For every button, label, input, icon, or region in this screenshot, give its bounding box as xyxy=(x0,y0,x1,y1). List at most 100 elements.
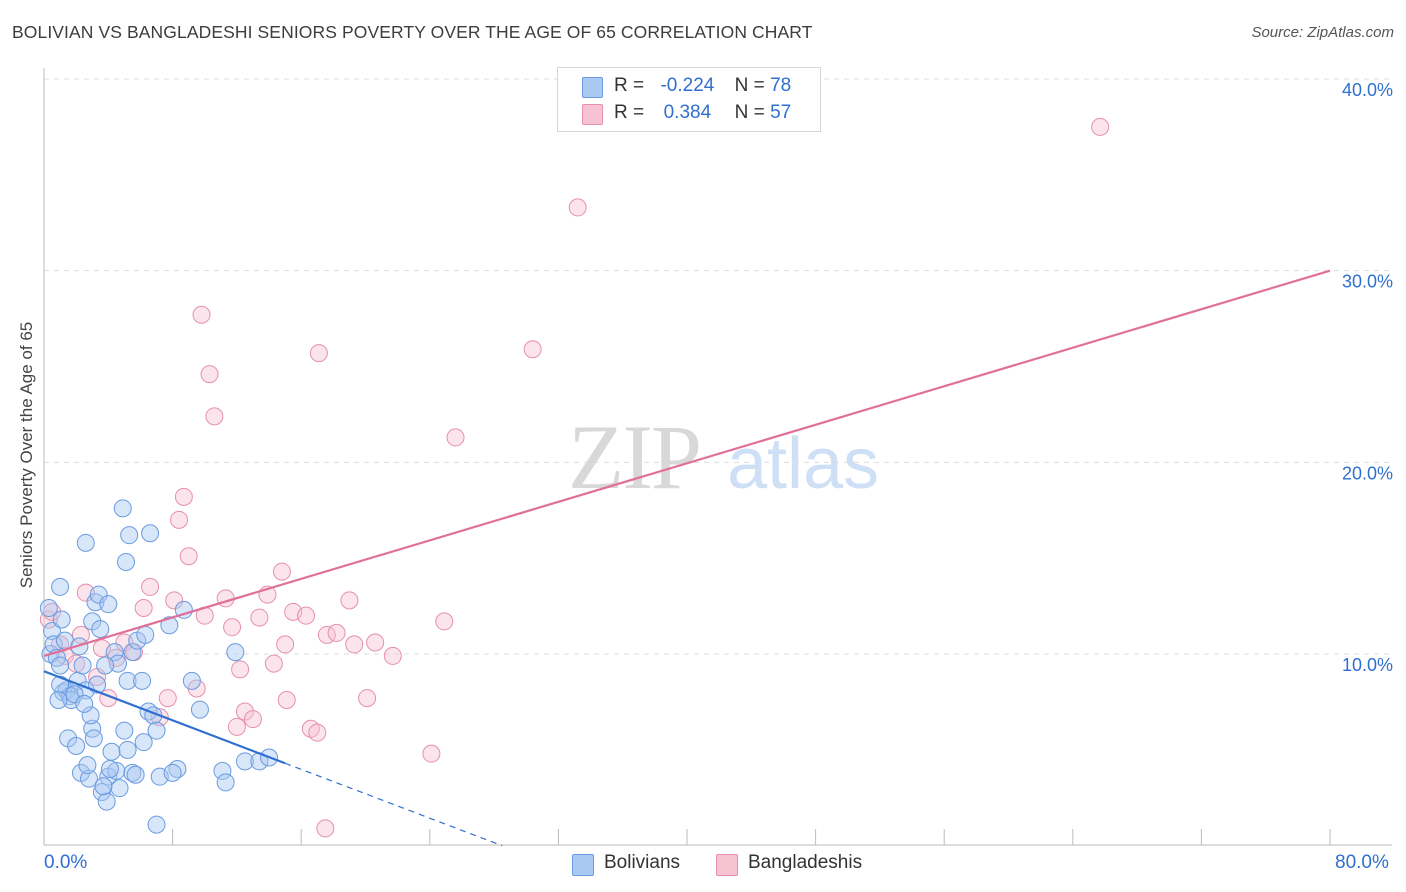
bangladeshis-point xyxy=(71,625,90,644)
bolivians-point xyxy=(67,737,86,755)
bolivians-trend-line xyxy=(43,670,286,765)
legend-text-bolivians: R = -0.224 N = 78 xyxy=(614,75,791,97)
r-value: 0.384 xyxy=(663,102,712,123)
bangladeshis-point xyxy=(327,623,346,642)
watermark: ZIP atlas xyxy=(568,406,879,508)
x-tick-label-min: 0.0% xyxy=(44,852,88,873)
bolivians-point xyxy=(182,671,201,690)
bolivians-point xyxy=(163,763,182,782)
bangladeshis-points xyxy=(39,117,1110,838)
bolivians-point xyxy=(65,685,84,704)
y-tick-labels: 10.0% 20.0% 30.0% 40.0% xyxy=(1342,80,1393,675)
bangladeshis-point xyxy=(174,487,193,506)
bangladeshis-point xyxy=(264,654,283,673)
bangladeshis-point xyxy=(205,407,224,426)
bolivians-point xyxy=(160,616,179,635)
bolivians-point xyxy=(76,533,95,552)
bangladeshis-point xyxy=(340,591,359,610)
bolivians-legend-label: Bolivians xyxy=(604,852,681,873)
bangladeshis-point xyxy=(366,633,385,652)
bangladeshis-point xyxy=(227,717,246,736)
bolivians-point xyxy=(107,761,126,780)
bolivians-point xyxy=(100,760,119,778)
bolivians-point xyxy=(123,643,142,662)
bolivians-point xyxy=(49,691,68,709)
bangladeshis-point xyxy=(158,689,177,708)
legend-text-bangladeshis: R = 0.384 N = 57 xyxy=(614,102,791,124)
bolivians-point xyxy=(73,656,92,675)
bolivians-point xyxy=(96,656,115,675)
source-credit: Source: ZipAtlas.com xyxy=(1251,24,1394,41)
n-value: 78 xyxy=(770,75,792,96)
bangladeshis-point xyxy=(170,510,189,529)
bangladeshis-point xyxy=(179,547,198,566)
bolivians-legend-swatch xyxy=(572,854,594,876)
bolivians-point xyxy=(105,643,124,662)
bolivians-point xyxy=(123,763,142,782)
bangladeshis-point xyxy=(345,635,364,654)
bangladeshis-legend-swatch xyxy=(716,854,738,876)
bolivians-trend-extension xyxy=(284,762,503,847)
r-value: -0.224 xyxy=(660,75,715,96)
bangladeshis-point xyxy=(309,344,328,363)
bolivians-point xyxy=(51,656,70,675)
bolivians-point xyxy=(116,553,135,571)
bolivians-point xyxy=(97,792,116,811)
bolivians-point xyxy=(75,694,94,713)
bangladeshis-point xyxy=(1091,117,1110,136)
bolivians-point xyxy=(51,577,70,596)
bangladeshis-point xyxy=(165,591,184,610)
bangladeshis-legend-label: Bangladeshis xyxy=(748,852,863,873)
bolivians-point xyxy=(80,769,99,788)
bolivians-point xyxy=(190,700,209,719)
n-label: N = xyxy=(734,75,765,96)
bolivians-point xyxy=(126,765,145,784)
bangladeshis-point xyxy=(223,618,242,637)
bangladeshis-point xyxy=(192,305,211,324)
bolivians-point xyxy=(99,595,118,614)
y-tick-label: 30.0% xyxy=(1342,272,1393,292)
bolivians-point xyxy=(52,610,71,629)
bangladeshis-point xyxy=(383,646,402,665)
bolivians-point xyxy=(134,733,153,752)
bolivians-point xyxy=(136,625,155,644)
bolivians-point xyxy=(110,779,129,798)
bolivians-point xyxy=(78,756,97,775)
bolivians-point xyxy=(118,740,137,759)
bangladeshis-point xyxy=(243,710,262,729)
bolivians-point xyxy=(94,777,113,796)
bangladeshis-point xyxy=(141,577,160,596)
bolivians-point xyxy=(115,721,134,740)
bangladeshis-point xyxy=(358,689,377,708)
bolivians-point xyxy=(43,622,62,640)
bolivians-point xyxy=(213,761,232,780)
bolivians-point xyxy=(91,620,110,639)
bangladeshis-swatch xyxy=(582,104,603,125)
x-tick-label-max: 80.0% xyxy=(1335,852,1389,873)
bangladeshis-point xyxy=(316,819,335,838)
bangladeshis-point xyxy=(446,428,465,447)
y-tick-label: 10.0% xyxy=(1342,655,1393,675)
bolivians-point xyxy=(133,671,152,690)
y-tick-label: 20.0% xyxy=(1342,463,1393,483)
bangladeshis-point xyxy=(297,606,316,625)
watermark-atlas: atlas xyxy=(727,424,879,504)
bangladeshis-point xyxy=(200,365,219,384)
y-tick-label: 40.0% xyxy=(1342,80,1393,100)
bolivians-point xyxy=(147,815,166,834)
bangladeshis-point xyxy=(277,691,296,709)
bolivians-point xyxy=(51,675,70,694)
bolivians-point xyxy=(118,671,137,690)
bangladeshis-point xyxy=(435,612,454,631)
bangladeshis-point xyxy=(568,198,587,217)
bolivians-point xyxy=(113,499,132,518)
trend-layer xyxy=(43,269,1331,847)
bolivians-point xyxy=(84,729,103,748)
chart-title: BOLIVIAN VS BANGLADESHI SENIORS POVERTY … xyxy=(12,22,813,42)
bangladeshis-point xyxy=(276,635,295,654)
bangladeshis-point xyxy=(422,744,441,763)
r-label: R = xyxy=(614,75,645,96)
y-axis-label: Seniors Poverty Over the Age of 65 xyxy=(17,321,36,589)
bolivians-point xyxy=(216,773,235,792)
